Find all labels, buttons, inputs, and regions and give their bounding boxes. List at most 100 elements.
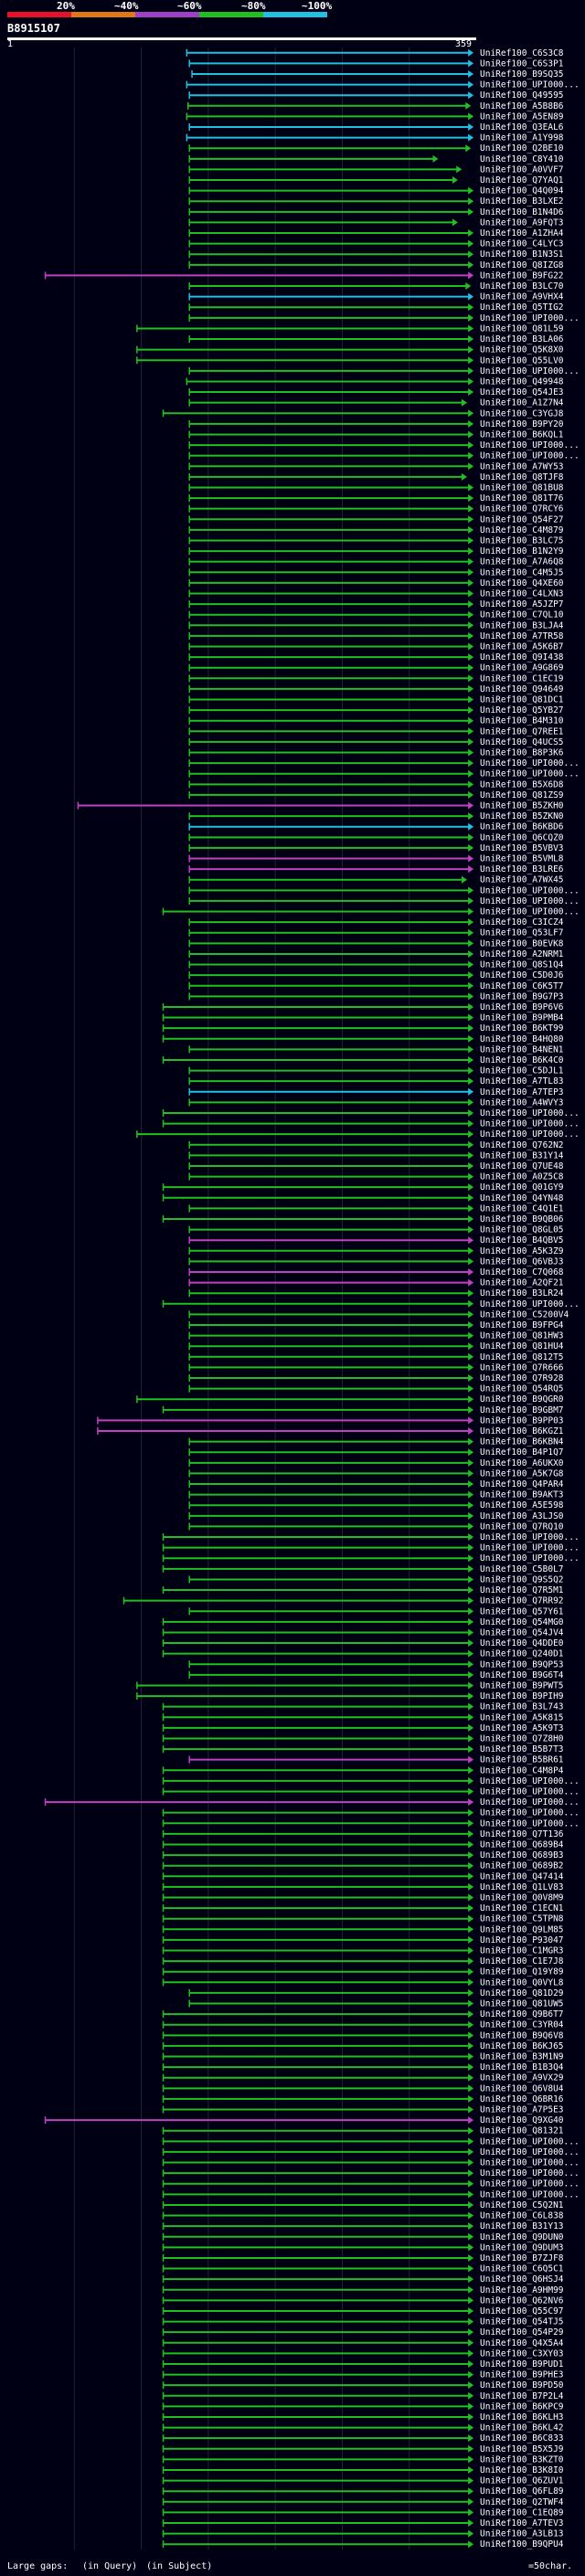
hit-label[interactable]: UniRef100_B3KZT0 xyxy=(480,2454,564,2465)
hit-row[interactable]: UniRef100_A3LJS0 xyxy=(188,1511,564,1521)
hit-label[interactable]: UniRef100_B3LRE6 xyxy=(480,864,564,875)
hit-row[interactable]: UniRef100_B31Y14 xyxy=(188,1150,564,1161)
hit-label[interactable]: UniRef100_A5K7G8 xyxy=(480,1468,564,1479)
hit-row[interactable]: UniRef100_B7P2L4 xyxy=(162,2391,564,2401)
hit-row[interactable]: UniRef100_Q49595 xyxy=(188,90,564,101)
hit-label[interactable]: UniRef100_B3LXE2 xyxy=(480,196,564,207)
hit-row[interactable]: UniRef100_UPI000... xyxy=(162,1553,580,1564)
hit-label[interactable]: UniRef100_Q9LM85 xyxy=(480,1924,564,1935)
hit-label[interactable]: UniRef100_B3LC75 xyxy=(480,535,564,546)
hit-label[interactable]: UniRef100_UPI000... xyxy=(480,1553,580,1564)
hit-row[interactable]: UniRef100_UPI000... xyxy=(188,769,580,779)
hit-label[interactable]: UniRef100_A7TEP3 xyxy=(480,1087,564,1097)
hit-label[interactable]: UniRef100_Q689B3 xyxy=(480,1850,564,1860)
hit-row[interactable]: UniRef100_C7QL10 xyxy=(188,610,564,620)
hit-row[interactable]: UniRef100_B3M1N9 xyxy=(162,2052,564,2062)
hit-label[interactable]: UniRef100_Q81UW5 xyxy=(480,1999,564,2009)
hit-label[interactable]: UniRef100_B9SQ35 xyxy=(480,69,564,80)
hit-row[interactable]: UniRef100_C4Q1E1 xyxy=(188,1203,564,1214)
hit-label[interactable]: UniRef100_Q7R928 xyxy=(480,1373,564,1383)
hit-row[interactable]: UniRef100_B9GBM7 xyxy=(162,1405,564,1415)
hit-row[interactable]: UniRef100_C3XY03 xyxy=(162,2348,564,2359)
hit-row[interactable]: UniRef100_B9PWT5 xyxy=(136,1680,564,1691)
hit-label[interactable]: UniRef100_C6K5T7 xyxy=(480,981,564,991)
hit-row[interactable]: UniRef100_B3LRE6 xyxy=(188,864,564,875)
hit-row[interactable]: UniRef100_Q54TJ5 xyxy=(162,2317,564,2327)
hit-row[interactable]: UniRef100_A7TEV3 xyxy=(162,2518,564,2528)
hit-row[interactable]: UniRef100_B9FPG4 xyxy=(188,1320,564,1330)
hit-label[interactable]: UniRef100_UPI000... xyxy=(480,440,580,451)
hit-row[interactable]: UniRef100_A4WVY3 xyxy=(188,1097,564,1108)
hit-row[interactable]: UniRef100_UPI000... xyxy=(44,1797,580,1807)
hit-label[interactable]: UniRef100_C4M8P4 xyxy=(480,1765,564,1776)
hit-row[interactable]: UniRef100_C5200V4 xyxy=(188,1309,569,1320)
hit-label[interactable]: UniRef100_A5K9T3 xyxy=(480,1723,564,1733)
hit-row[interactable]: UniRef100_A1ZHA4 xyxy=(188,228,564,239)
hit-row[interactable]: UniRef100_B3LC75 xyxy=(188,535,564,546)
hit-label[interactable]: UniRef100_A2NRM1 xyxy=(480,949,564,959)
hit-row[interactable]: UniRef100_C1EQ89 xyxy=(162,2507,564,2518)
hit-row[interactable]: UniRef100_A5B8B6 xyxy=(186,101,564,111)
hit-row[interactable]: UniRef100_Q55LV0 xyxy=(136,355,564,366)
hit-label[interactable]: UniRef100_B4NEN1 xyxy=(480,1044,564,1055)
hit-label[interactable]: UniRef100_Q812T5 xyxy=(480,1352,564,1362)
hit-label[interactable]: UniRef100_A7WY53 xyxy=(480,461,564,472)
hit-row[interactable]: UniRef100_Q81UW5 xyxy=(188,1999,564,2009)
hit-row[interactable]: UniRef100_A7P5E3 xyxy=(162,2105,564,2115)
hit-row[interactable]: UniRef100_B3LJA4 xyxy=(188,620,564,631)
hit-row[interactable]: UniRef100_Q81321 xyxy=(162,2126,564,2136)
hit-row[interactable]: UniRef100_C1MGR3 xyxy=(162,1946,564,1956)
hit-row[interactable]: UniRef100_C5TPN8 xyxy=(162,1914,564,1924)
hit-row[interactable]: UniRef100_Q62NV6 xyxy=(162,2295,564,2306)
hit-label[interactable]: UniRef100_B9PIH9 xyxy=(480,1691,564,1701)
hit-row[interactable]: UniRef100_UPI000... xyxy=(162,1786,580,1797)
hit-label[interactable]: UniRef100_B6KBD6 xyxy=(480,822,564,832)
hit-row[interactable]: UniRef100_Q01GY9 xyxy=(162,1182,564,1193)
hit-label[interactable]: UniRef100_B5X6D8 xyxy=(480,779,564,790)
hit-label[interactable]: UniRef100_C8Y410 xyxy=(480,154,564,164)
hit-label[interactable]: UniRef100_B6KL42 xyxy=(480,2423,564,2433)
hit-label[interactable]: UniRef100_UPI000... xyxy=(480,1818,580,1829)
hit-label[interactable]: UniRef100_Q2BE10 xyxy=(480,143,564,154)
hit-label[interactable]: UniRef100_B9PHE3 xyxy=(480,2370,564,2380)
hit-label[interactable]: UniRef100_B9QPU4 xyxy=(480,2539,564,2549)
hit-row[interactable]: UniRef100_Q7RQ10 xyxy=(188,1521,564,1532)
hit-label[interactable]: UniRef100_Q9XG40 xyxy=(480,2115,564,2125)
hit-row[interactable]: UniRef100_B3LC70 xyxy=(188,281,564,292)
hit-label[interactable]: UniRef100_B1N3S1 xyxy=(480,249,564,260)
hit-row[interactable]: UniRef100_Q54P29 xyxy=(162,2327,564,2337)
hit-label[interactable]: UniRef100_B31Y13 xyxy=(480,2221,564,2231)
hit-label[interactable]: UniRef100_Q54RQ5 xyxy=(480,1384,564,1394)
hit-label[interactable]: UniRef100_A4WVY3 xyxy=(480,1097,564,1108)
hit-row[interactable]: UniRef100_Q54F27 xyxy=(188,514,564,525)
hit-row[interactable]: UniRef100_B0EVK8 xyxy=(188,938,564,949)
hit-label[interactable]: UniRef100_C4M879 xyxy=(480,525,564,535)
hit-row[interactable]: UniRef100_Q7UE48 xyxy=(188,1161,564,1171)
hit-label[interactable]: UniRef100_Q7R666 xyxy=(480,1362,564,1373)
hit-label[interactable]: UniRef100_A9VX29 xyxy=(480,2073,564,2083)
hit-row[interactable]: UniRef100_C7Q068 xyxy=(188,1267,564,1277)
hit-row[interactable]: UniRef100_B5ZKN0 xyxy=(188,811,564,822)
hit-label[interactable]: UniRef100_B9PWT5 xyxy=(480,1680,564,1691)
hit-row[interactable]: UniRef100_B3LA06 xyxy=(188,334,564,345)
hit-label[interactable]: UniRef100_B6C833 xyxy=(480,2433,564,2443)
hit-row[interactable]: UniRef100_B6KQL1 xyxy=(188,429,564,440)
hit-label[interactable]: UniRef100_C4LYC3 xyxy=(480,239,564,249)
hit-row[interactable]: UniRef100_C4LYC3 xyxy=(188,239,564,249)
hit-row[interactable]: UniRef100_UPI000... xyxy=(162,2168,580,2178)
hit-row[interactable]: UniRef100_B31Y13 xyxy=(162,2221,564,2231)
hit-label[interactable]: UniRef100_Q7RR92 xyxy=(480,1596,564,1606)
hit-row[interactable]: UniRef100_B6KL42 xyxy=(162,2423,564,2433)
hit-row[interactable]: UniRef100_B9SQ35 xyxy=(191,69,564,80)
hit-label[interactable]: UniRef100_A5K3Z9 xyxy=(480,1246,564,1256)
hit-row[interactable]: UniRef100_C6L838 xyxy=(162,2211,564,2221)
hit-label[interactable]: UniRef100_Q9DUN0 xyxy=(480,2232,564,2242)
hit-label[interactable]: UniRef100_B9QGR0 xyxy=(480,1394,564,1405)
hit-row[interactable]: UniRef100_Q0VYL8 xyxy=(162,1977,564,1988)
hit-label[interactable]: UniRef100_Q8S1Q4 xyxy=(480,960,564,970)
hit-row[interactable]: UniRef100_B8P3K6 xyxy=(188,748,564,758)
hit-row[interactable]: UniRef100_C6K5T7 xyxy=(188,981,564,991)
hit-row[interactable]: UniRef100_A5K3Z9 xyxy=(188,1246,564,1256)
hit-row[interactable]: UniRef100_B9PIH9 xyxy=(136,1691,564,1701)
hit-label[interactable]: UniRef100_B4P1Q7 xyxy=(480,1447,564,1458)
